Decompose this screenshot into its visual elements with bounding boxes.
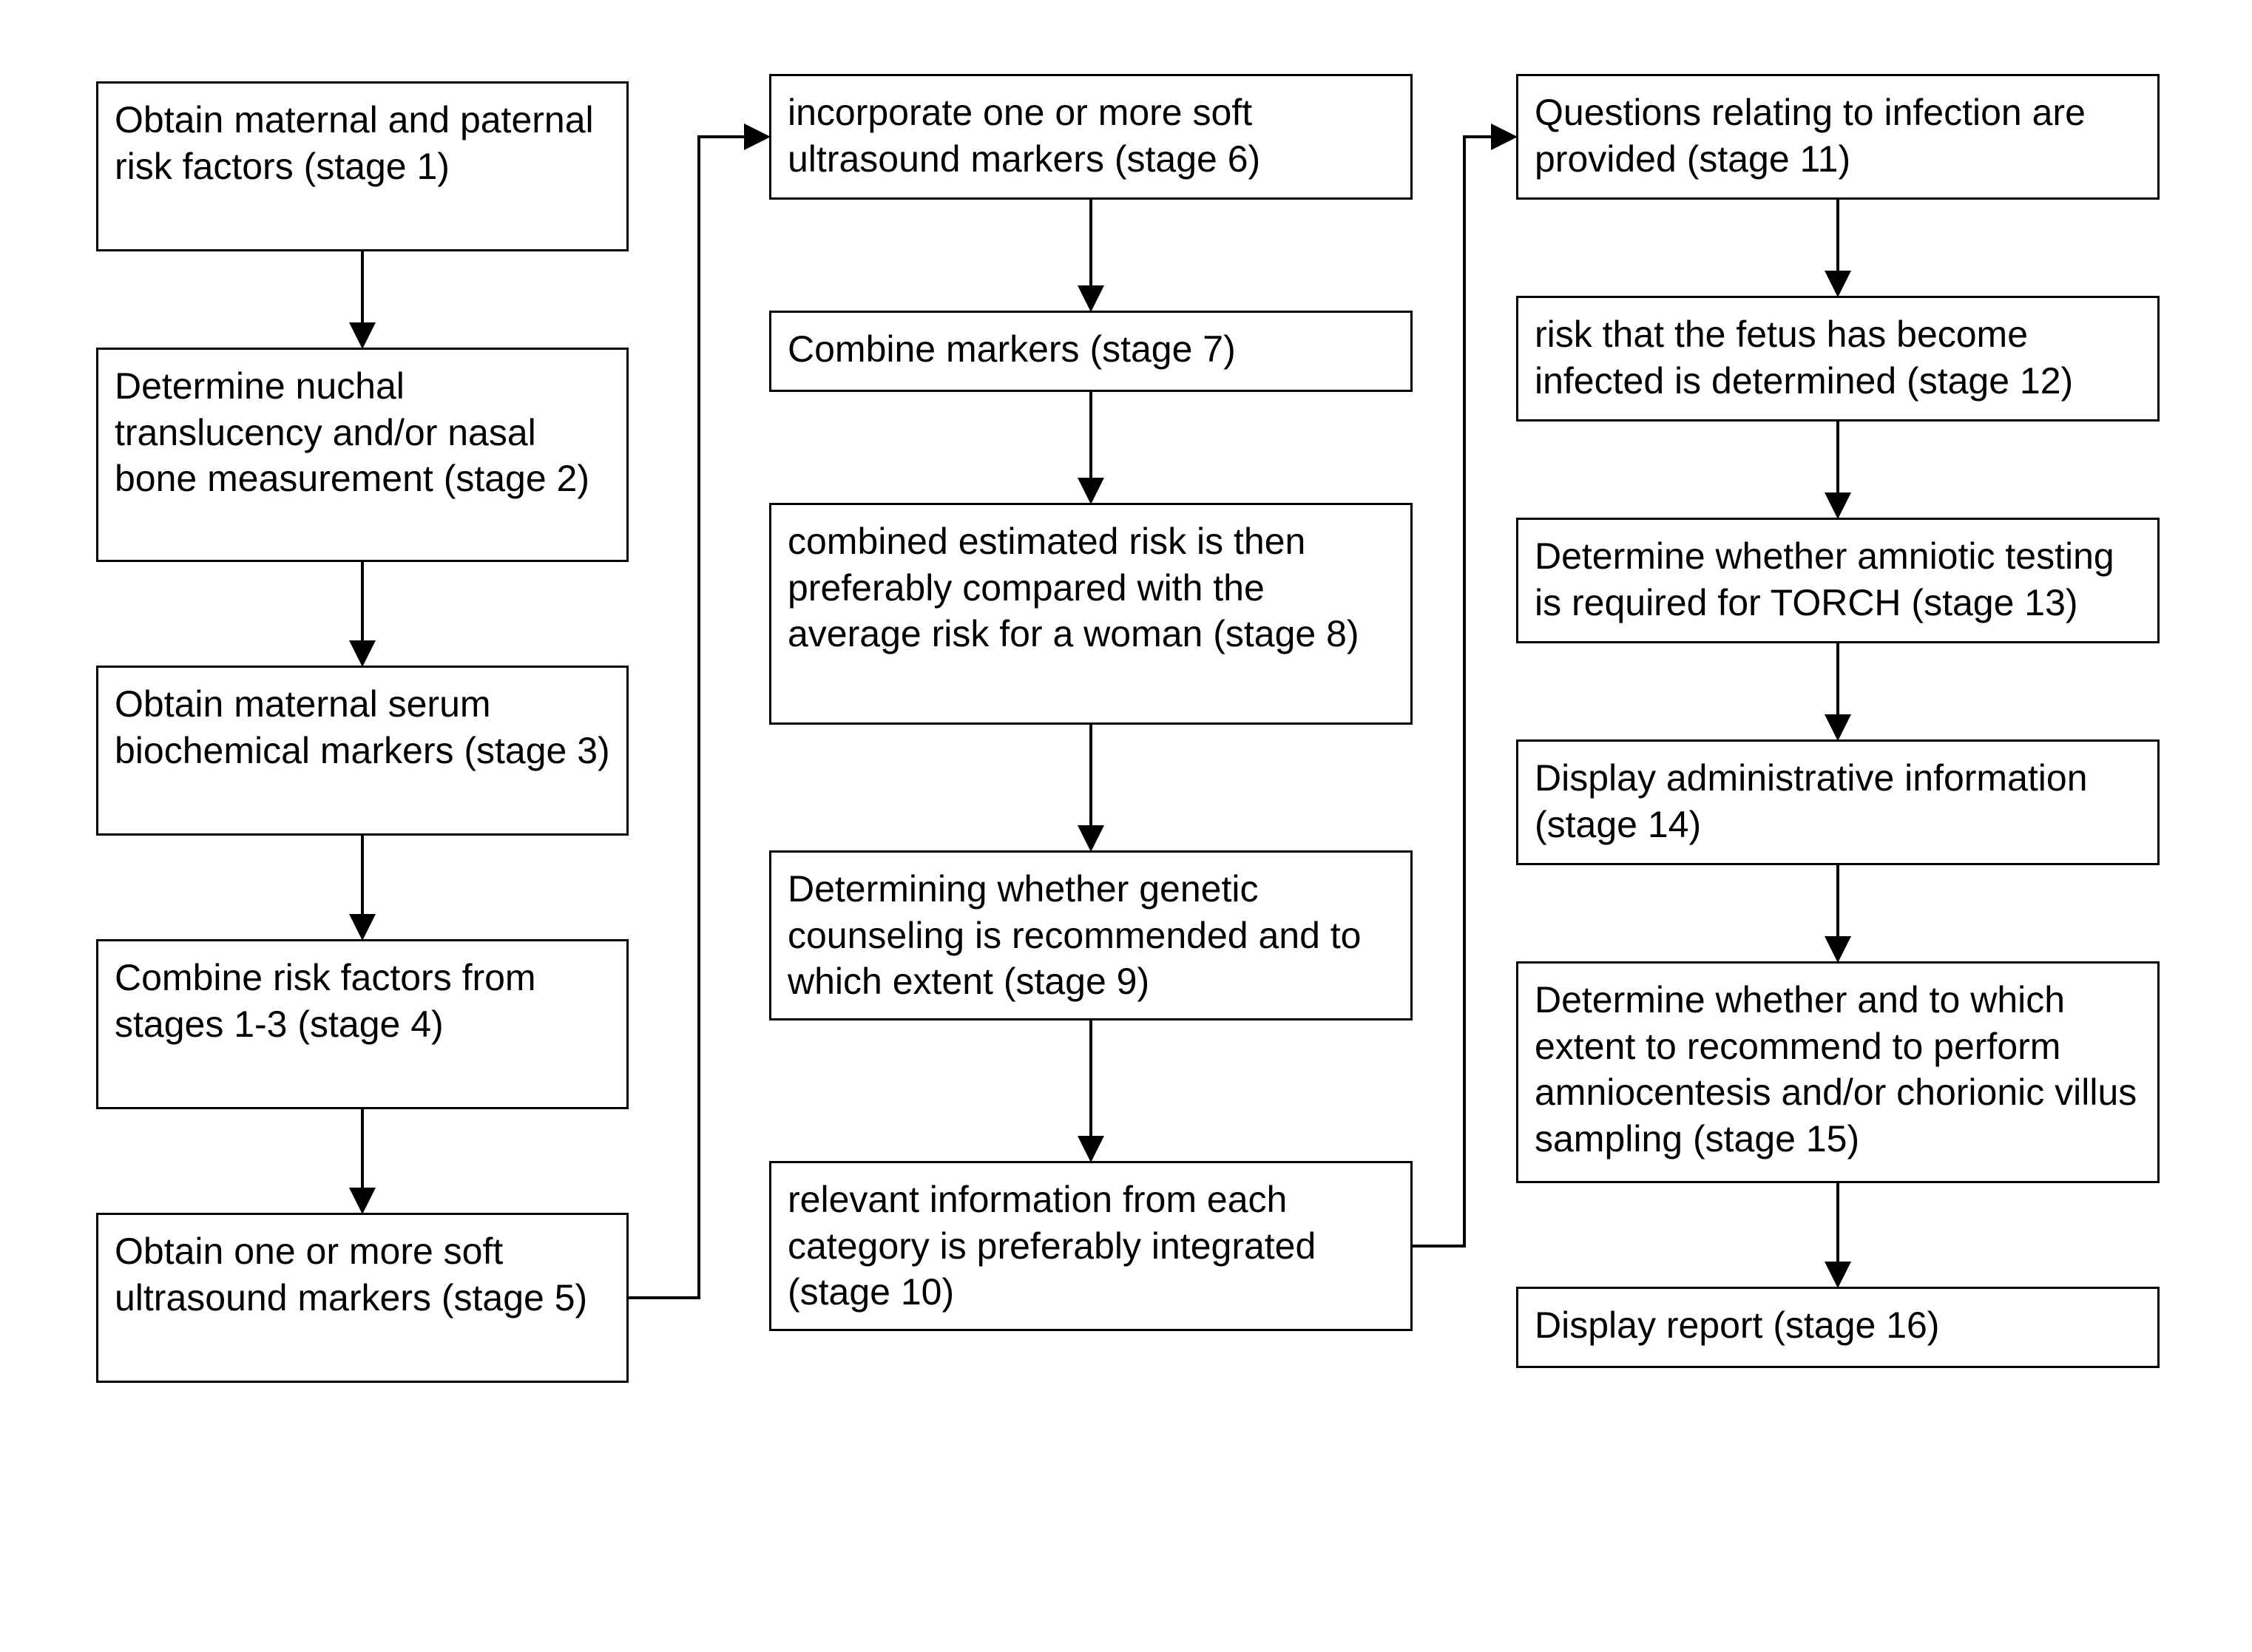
flowchart-node-s9: Determining whether genetic counseling i…	[769, 850, 1413, 1020]
flowchart-node-s4: Combine risk factors from stages 1-3 (st…	[96, 939, 629, 1109]
flowchart-node-s6: incorporate one or more soft ultrasound …	[769, 74, 1413, 200]
flowchart-node-s16: Display report (stage 16)	[1516, 1287, 2160, 1368]
flowchart-node-s13: Determine whether amniotic testing is re…	[1516, 518, 2160, 643]
flowchart-node-s15: Determine whether and to which extent to…	[1516, 961, 2160, 1183]
flowchart-node-s2: Determine nuchal translucency and/or nas…	[96, 348, 629, 562]
flowchart-node-s14: Display administrative information (stag…	[1516, 739, 2160, 865]
flowchart-node-s3: Obtain maternal serum biochemical marker…	[96, 666, 629, 836]
flowchart-node-s10: relevant information from each category …	[769, 1161, 1413, 1331]
flowchart-node-s11: Questions relating to infection are prov…	[1516, 74, 2160, 200]
flowchart-node-s5: Obtain one or more soft ultrasound marke…	[96, 1213, 629, 1383]
flowchart-node-s12: risk that the fetus has become infected …	[1516, 296, 2160, 422]
flowchart-node-s1: Obtain maternal and paternal risk factor…	[96, 81, 629, 251]
flowchart-node-s8: combined estimated risk is then preferab…	[769, 503, 1413, 725]
flowchart-canvas: Obtain maternal and paternal risk factor…	[0, 0, 2252, 1652]
flowchart-node-s7: Combine markers (stage 7)	[769, 311, 1413, 392]
